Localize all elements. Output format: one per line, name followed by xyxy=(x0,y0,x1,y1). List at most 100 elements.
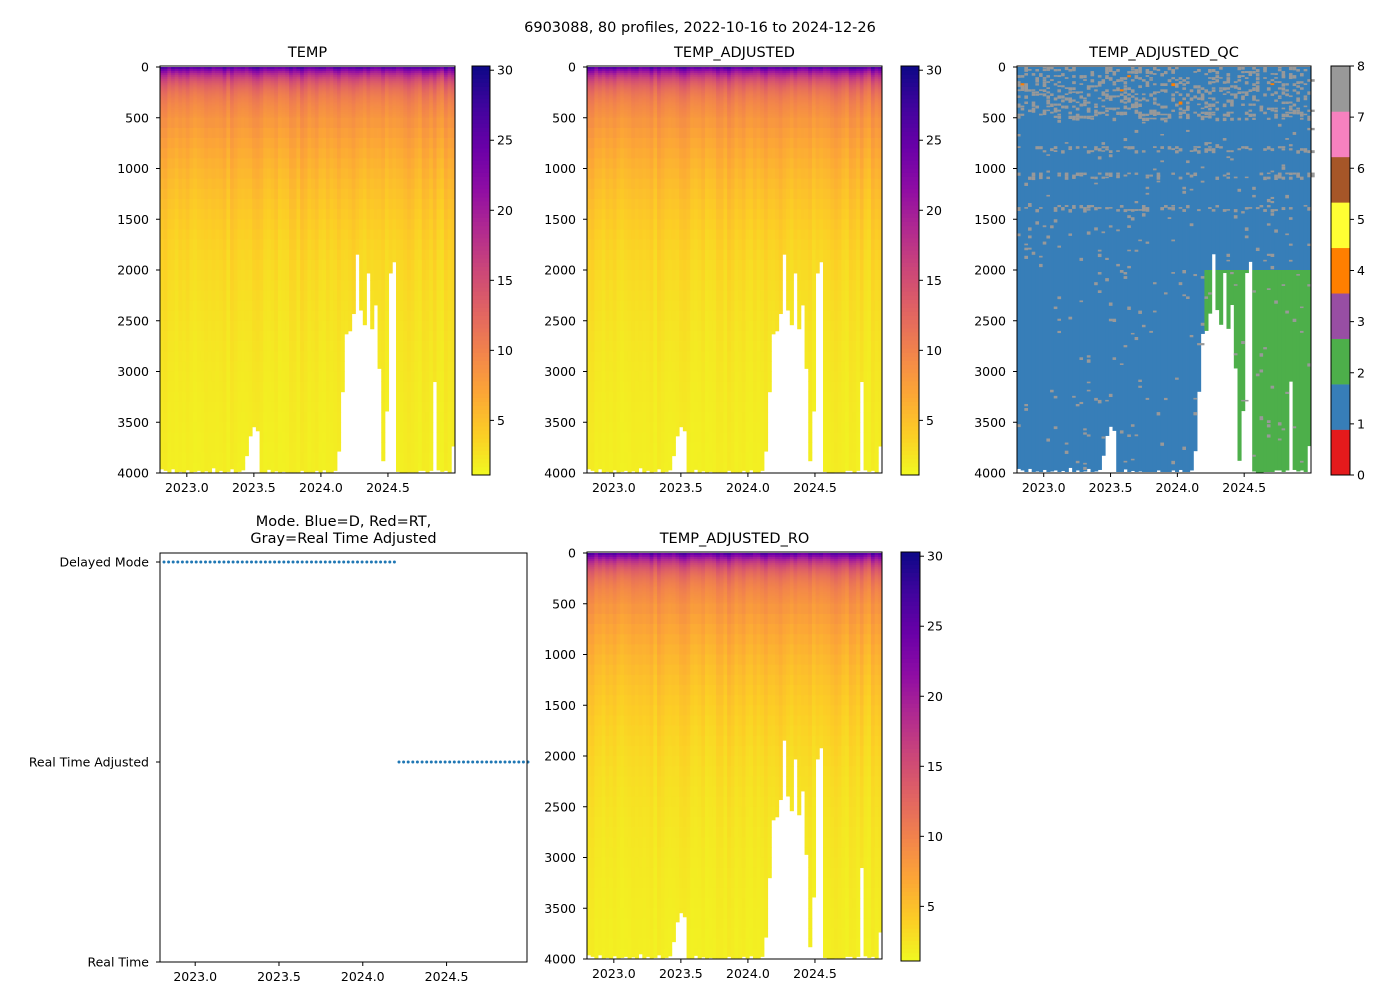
heatmap-cell xyxy=(175,372,179,383)
heatmap-cell xyxy=(389,169,393,180)
heatmap-cell xyxy=(300,270,304,281)
heatmap-cell xyxy=(322,311,326,322)
heatmap-cell xyxy=(256,158,260,169)
heatmap-cell xyxy=(164,443,168,454)
heatmap-cell xyxy=(237,443,241,454)
heatmap-cell xyxy=(256,270,260,281)
heatmap-cell xyxy=(341,169,345,180)
heatmap-cell xyxy=(219,209,223,220)
heatmap-cell xyxy=(587,331,591,342)
heatmap-cell xyxy=(230,372,234,383)
colorbar-segment xyxy=(472,123,490,128)
heatmap-cell xyxy=(289,341,293,352)
heatmap-cell xyxy=(594,250,598,261)
heatmap-cell xyxy=(348,128,352,139)
colorbar-segment xyxy=(472,131,490,136)
heatmap-cell xyxy=(602,209,606,220)
heatmap-cell xyxy=(167,250,171,261)
heatmap-cell xyxy=(414,351,418,362)
heatmap-cell xyxy=(385,351,389,362)
heatmap-cell xyxy=(245,341,249,352)
heatmap-cell xyxy=(602,250,606,261)
heatmap-cell xyxy=(594,412,598,423)
heatmap-cell xyxy=(201,169,205,180)
colorbar-segment xyxy=(472,78,490,83)
heatmap-cell xyxy=(414,118,418,129)
heatmap-cell xyxy=(293,443,297,454)
heatmap-cell xyxy=(337,270,341,281)
heatmap-cell xyxy=(359,169,363,180)
heatmap-cell xyxy=(367,219,371,230)
heatmap-cell xyxy=(367,229,371,240)
heatmap-cell xyxy=(411,412,415,423)
heatmap-cell xyxy=(355,118,359,129)
heatmap-cell xyxy=(274,270,278,281)
heatmap-cell xyxy=(308,432,312,443)
heatmap-cell xyxy=(308,422,312,433)
heatmap-cell xyxy=(337,432,341,443)
heatmap-cell xyxy=(381,361,385,372)
heatmap-cell xyxy=(245,240,249,251)
heatmap-cell xyxy=(260,138,264,149)
heatmap-cell xyxy=(437,229,441,240)
heatmap-cell xyxy=(385,240,389,251)
heatmap-cell xyxy=(587,240,591,251)
heatmap-cell xyxy=(215,351,219,362)
colorbar-segment xyxy=(472,311,490,316)
heatmap-cell xyxy=(437,240,441,251)
heatmap-cell xyxy=(182,189,186,200)
heatmap-cell xyxy=(591,372,595,383)
heatmap-cell xyxy=(411,169,415,180)
heatmap-cell xyxy=(204,351,208,362)
heatmap-cell xyxy=(403,290,407,301)
heatmap-cell xyxy=(363,179,367,190)
heatmap-cell xyxy=(285,199,289,210)
heatmap-cell xyxy=(341,158,345,169)
heatmap-cell xyxy=(326,138,330,149)
heatmap-cell xyxy=(367,169,371,180)
heatmap-cell xyxy=(249,392,253,403)
heatmap-cell xyxy=(289,260,293,271)
heatmap-cell xyxy=(311,240,315,251)
heatmap-cell xyxy=(293,402,297,413)
heatmap-cell xyxy=(367,179,371,190)
heatmap-cell xyxy=(411,463,415,473)
heatmap-cell xyxy=(241,443,245,454)
heatmap-cell xyxy=(337,351,341,362)
heatmap-cell xyxy=(418,361,422,372)
heatmap-cell xyxy=(160,443,164,454)
heatmap-cell xyxy=(367,138,371,149)
heatmap-cell xyxy=(326,321,330,332)
heatmap-cell xyxy=(190,331,194,342)
heatmap-cell xyxy=(429,321,433,332)
heatmap-cell xyxy=(226,250,230,261)
heatmap-cell xyxy=(378,189,382,200)
heatmap-cell xyxy=(381,158,385,169)
heatmap-cell xyxy=(385,331,389,342)
heatmap-cell xyxy=(591,443,595,454)
heatmap-cell xyxy=(448,412,452,423)
heatmap-cell xyxy=(355,138,359,149)
heatmap-cell xyxy=(197,148,201,159)
heatmap-cell xyxy=(160,260,164,271)
heatmap-cell xyxy=(252,280,256,291)
heatmap-cell xyxy=(403,432,407,443)
heatmap-cell xyxy=(400,158,404,169)
heatmap-cell xyxy=(300,290,304,301)
heatmap-cell xyxy=(341,199,345,210)
heatmap-cell xyxy=(167,189,171,200)
heatmap-cell xyxy=(263,199,267,210)
heatmap-cell xyxy=(418,270,422,281)
heatmap-cell xyxy=(403,209,407,220)
heatmap-cell xyxy=(252,199,256,210)
heatmap-cell xyxy=(341,219,345,230)
heatmap-cell xyxy=(378,138,382,149)
heatmap-cell xyxy=(182,290,186,301)
heatmap-cell xyxy=(422,169,426,180)
heatmap-cell xyxy=(433,321,437,332)
heatmap-cell xyxy=(311,229,315,240)
heatmap-cell xyxy=(293,199,297,210)
heatmap-cell xyxy=(167,402,171,413)
heatmap-cell xyxy=(219,432,223,443)
heatmap-cell xyxy=(230,128,234,139)
